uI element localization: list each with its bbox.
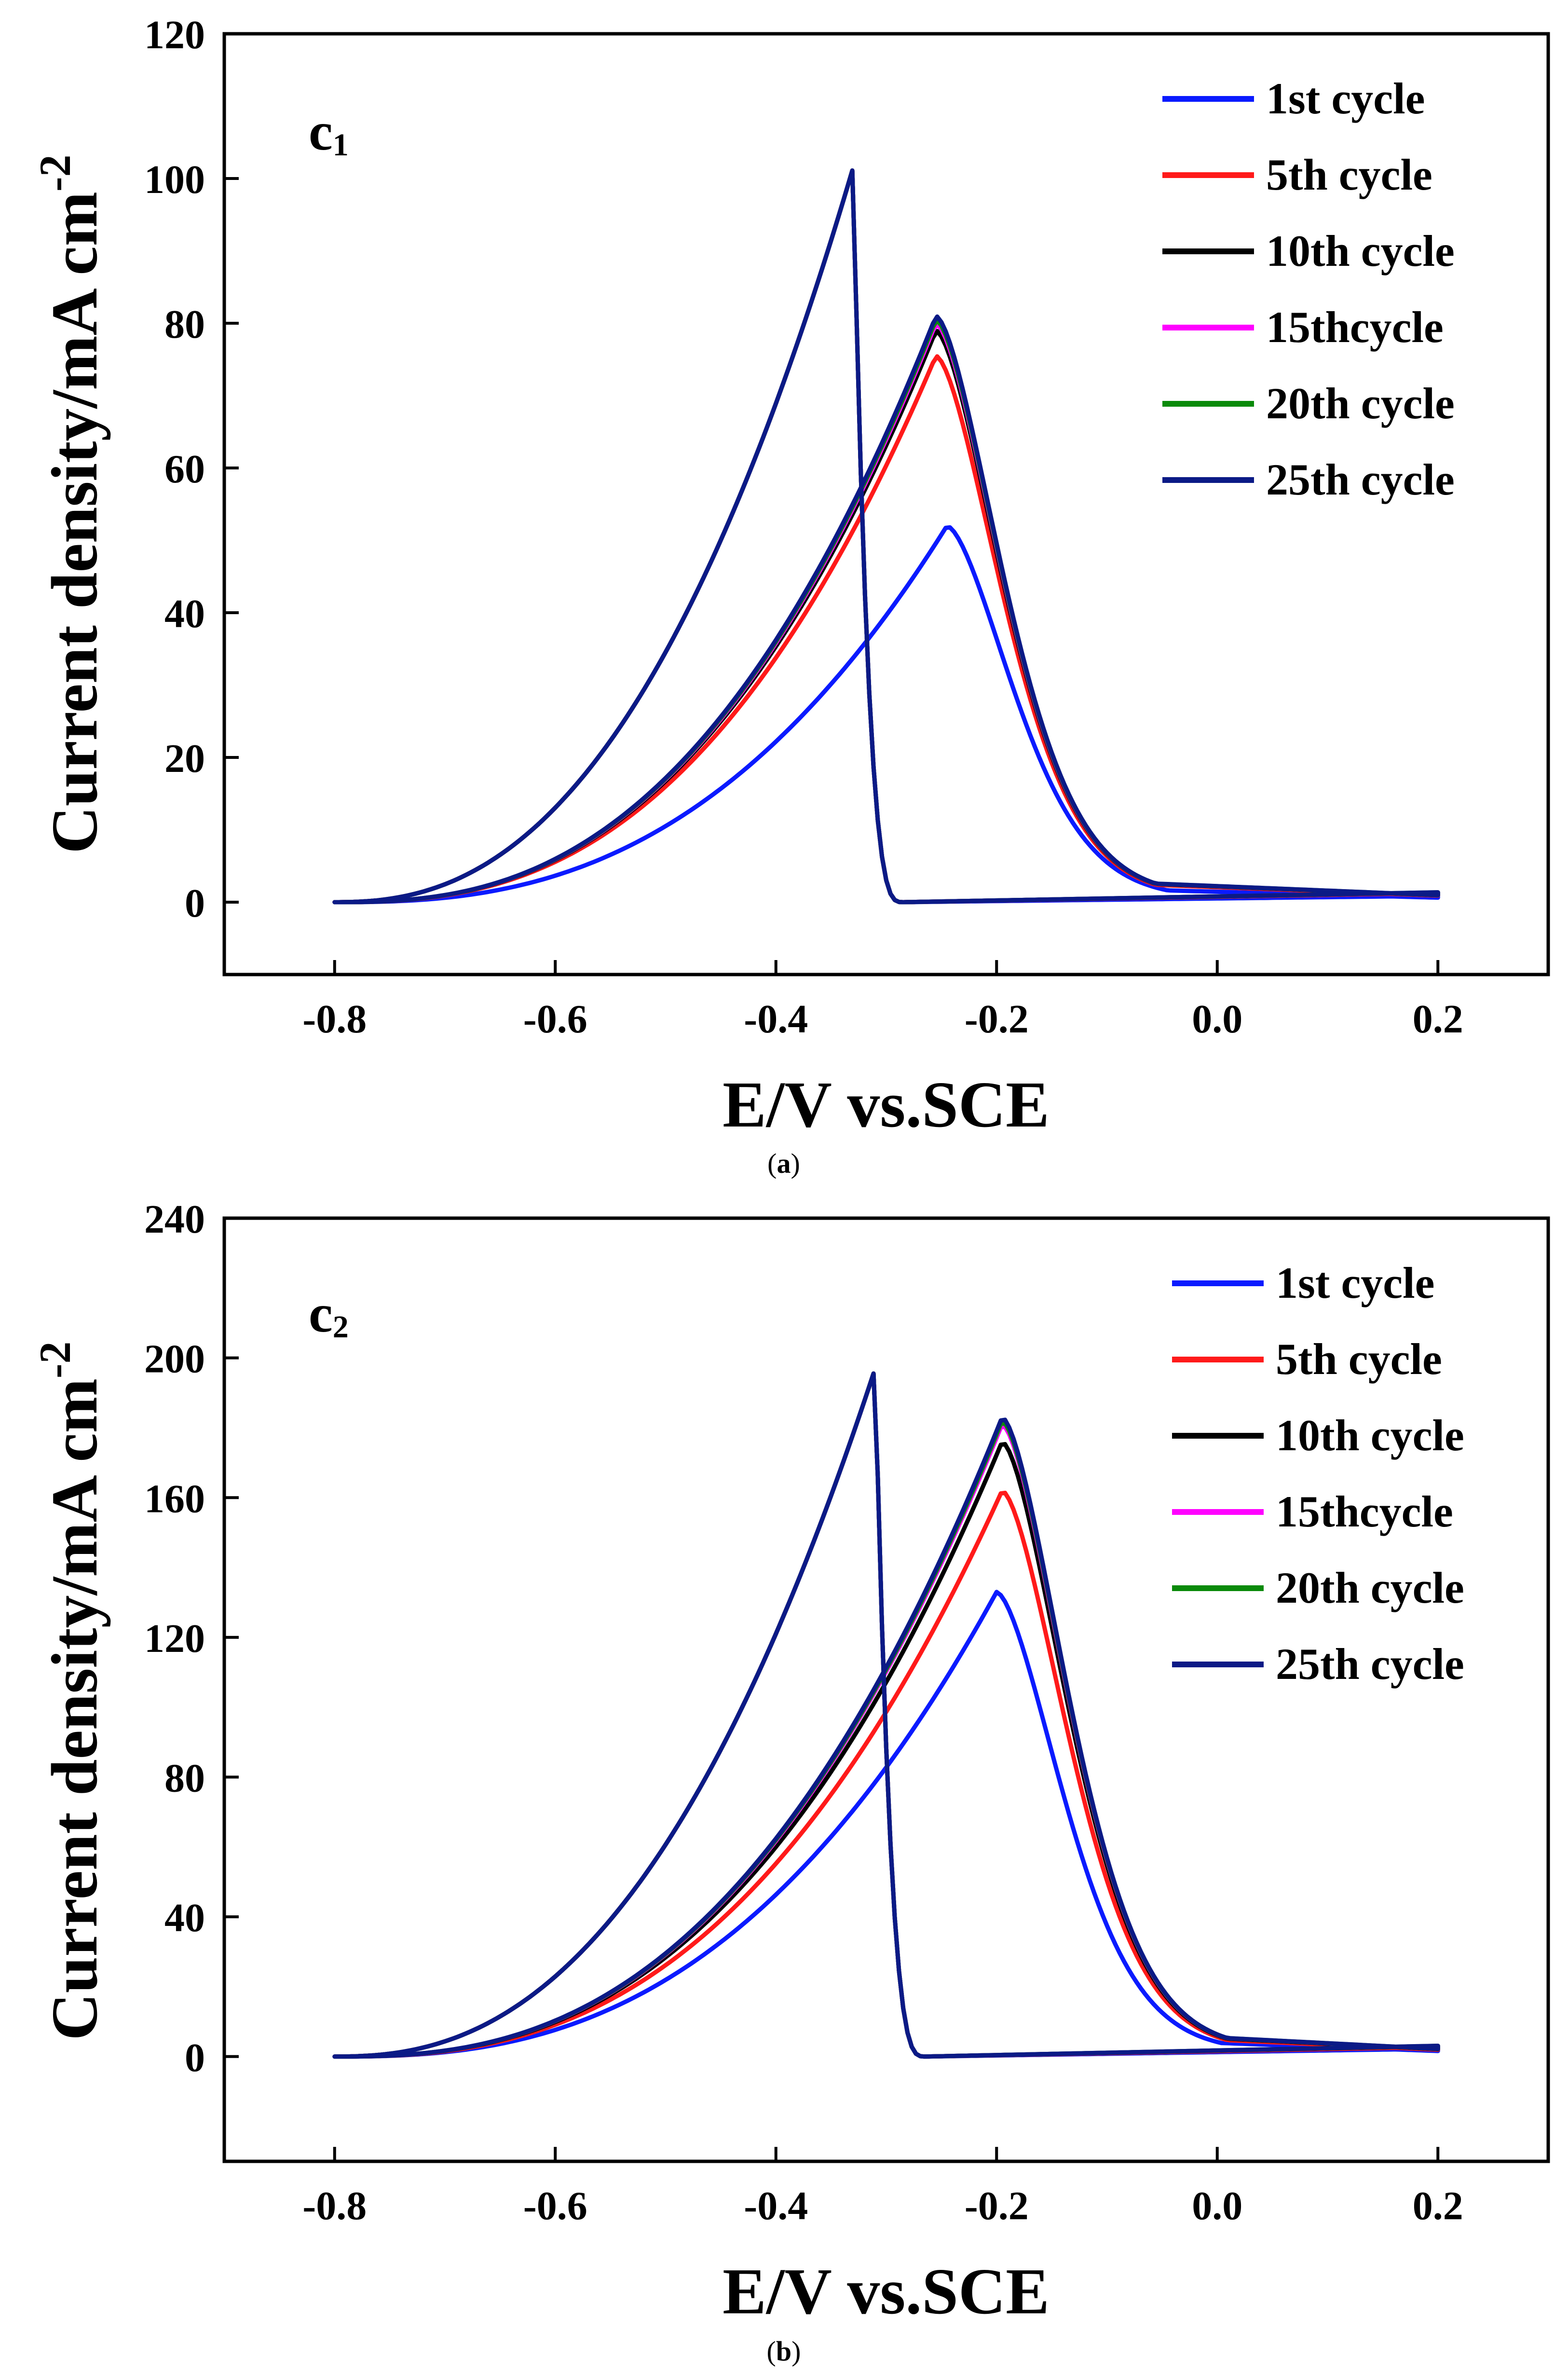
series-line [332, 168, 1440, 905]
y-tick-label: 100 [144, 157, 205, 202]
legend-label: 20th cycle [1266, 379, 1455, 428]
legend-label: 20th cycle [1276, 1563, 1464, 1612]
legend-label: 15thcycle [1276, 1487, 1453, 1536]
x-tick-label: 0.2 [1413, 2184, 1463, 2228]
y-axis-title: Current density/mA cm-2 [30, 154, 111, 853]
y-tick-label: 200 [144, 1337, 205, 1382]
y-tick-label: 0 [185, 881, 205, 926]
series-line [332, 168, 1440, 905]
y-tick-label: 40 [164, 591, 205, 636]
series-line [332, 168, 1440, 905]
legend-label: 1st cycle [1276, 1258, 1435, 1307]
legend-label: 10th cycle [1266, 226, 1455, 275]
legend-label: 5th cycle [1276, 1334, 1442, 1384]
x-tick-label: -0.8 [302, 997, 367, 1042]
x-tick-label: -0.2 [965, 997, 1029, 1042]
series-line [332, 168, 1440, 905]
caption-b: (b) [766, 2336, 801, 2367]
y-tick-label: 80 [164, 302, 205, 347]
series-line [332, 168, 1440, 905]
x-tick-label: -0.4 [744, 2184, 808, 2228]
chart-panel-a: -0.8 -0.6 -0.4 -0.2 0.0 0.2 0 20 40 60 80 100 120 E/… [30, 13, 1550, 1141]
plot-frame [222, 1216, 1550, 2163]
caption-a: (a) [767, 1148, 800, 1179]
y-tick-label: 80 [164, 1756, 205, 1801]
legend-label: 15thcycle [1266, 302, 1444, 352]
x-axis-title: E/V vs.SCE [723, 1069, 1050, 1141]
x-axis-title: E/V vs.SCE [723, 2255, 1050, 2328]
legend-label: 25th cycle [1266, 455, 1455, 504]
y-tick-label: 40 [164, 1896, 205, 1940]
y-tick-label: 240 [144, 1197, 205, 1242]
curves-group [332, 1371, 1440, 2059]
legend-label: 25th cycle [1276, 1639, 1464, 1689]
legend-label: 10th cycle [1276, 1411, 1464, 1460]
series-line [332, 168, 1440, 905]
legend-label: 1st cycle [1266, 74, 1425, 123]
legend: 1st cycle 5th cycle 10th cycle 15thcycle 20t… [1162, 74, 1455, 504]
chart-panel-b: -0.8 -0.6 -0.4 -0.2 0.0 0.204080120160200240 … [30, 1197, 1550, 2328]
plot-frame [222, 32, 1550, 976]
legend-label: 5th cycle [1266, 150, 1432, 199]
panel-tag: c1 [309, 102, 349, 163]
y-tick-label: 60 [164, 447, 205, 492]
ticks-group: -0.8 -0.6 -0.4 -0.2 0.0 0.2 0 40 80 120 160 200 240 [144, 1197, 1463, 2228]
x-tick-label: -0.6 [523, 997, 587, 1042]
ticks-group: -0.8 -0.6 -0.4 -0.2 0.0 0.2 0 20 40 60 80 100 120 [144, 13, 1463, 1042]
x-tick-label: 0.0 [1192, 997, 1242, 1042]
y-axis-title: Current density/mA cm-2 [30, 1341, 111, 2040]
x-tick-label: -0.6 [523, 2184, 587, 2228]
x-tick-label: -0.2 [965, 2184, 1029, 2228]
curves-group [332, 168, 1440, 905]
y-tick-label: 160 [144, 1476, 205, 1521]
legend: 1st cycle 5th cycle 10th cycle 15thcycle 20t… [1172, 1258, 1464, 1689]
panel-tag: c2 [309, 1284, 349, 1345]
y-tick-label: 120 [144, 1616, 205, 1661]
x-tick-label: -0.4 [744, 997, 808, 1042]
y-tick-label: 0 [185, 2035, 205, 2080]
series-line [332, 1371, 1440, 2059]
x-tick-label: 0.0 [1192, 2184, 1242, 2228]
x-tick-label: -0.8 [302, 2184, 367, 2228]
y-tick-label: 120 [144, 13, 205, 57]
y-tick-label: 20 [164, 736, 205, 781]
x-tick-label: 0.2 [1413, 997, 1463, 1042]
